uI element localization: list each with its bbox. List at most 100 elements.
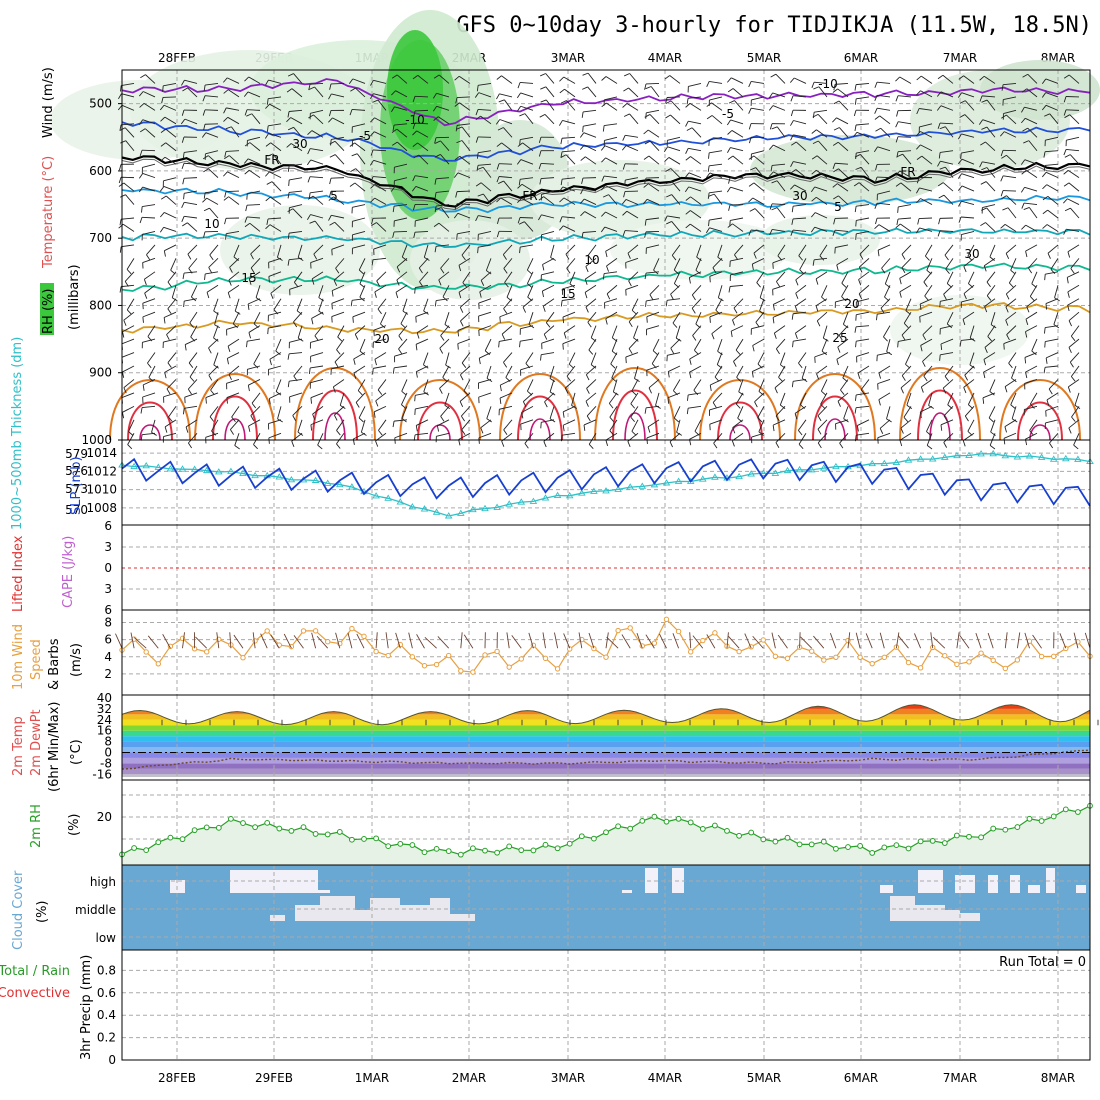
wind-barb (234, 433, 240, 446)
rh2m-marker (1062, 806, 1069, 813)
wind-barb-flag (143, 279, 147, 286)
wind-barb-flag (685, 120, 689, 127)
wind-barb-flag (1021, 202, 1025, 209)
wind-barb-flag (161, 97, 164, 104)
wind-barb (312, 406, 324, 415)
wind-barb (459, 392, 471, 402)
wind-barb-flag (644, 114, 651, 118)
wind-barb (673, 258, 681, 271)
wind-barb (1006, 284, 1017, 295)
wind-barb (671, 244, 681, 256)
wind-barb (184, 190, 198, 194)
wind-barb (271, 181, 282, 192)
wind-barb (227, 77, 240, 84)
wind-barb-flag (832, 183, 838, 188)
wind-barb-flag (181, 202, 185, 208)
wind-barb (184, 392, 198, 398)
wind-barb (289, 352, 303, 355)
wind-barb (568, 352, 576, 365)
wind10m-barb (879, 632, 885, 649)
wind-barb (923, 271, 933, 283)
wind-barb (394, 432, 408, 439)
rh-shading (760, 215, 880, 265)
wind-barb (374, 352, 387, 360)
wind-barb-flag (601, 211, 606, 217)
wind-barb (772, 284, 786, 290)
wind-barb-flag (1046, 399, 1050, 406)
wind-barb-flag (460, 415, 466, 422)
wind-barb-flag (780, 404, 786, 409)
wind-barb (940, 352, 954, 356)
wind-barb-flag (496, 176, 500, 183)
wind-barb (631, 298, 639, 311)
wind-barb-flag (164, 372, 167, 379)
wind-barb-flag (957, 173, 962, 179)
wind-barb (649, 284, 660, 295)
wind-barb (860, 167, 870, 178)
slp-line (121, 457, 1091, 507)
wind-barb (352, 123, 366, 128)
wind-barb-flag (967, 256, 973, 261)
wind-barb-flag (926, 445, 933, 450)
wind-barb-flag (832, 117, 837, 123)
wind-barb (461, 244, 471, 256)
wind-barb-flag (202, 95, 206, 102)
wind-barb-flag (645, 300, 647, 307)
wind-barb-flag (297, 431, 304, 436)
wind-barb-flag (253, 363, 259, 369)
rh2m-marker (373, 835, 380, 842)
wind-barb (793, 161, 807, 165)
wind-barb-flag (188, 362, 194, 368)
wind-barb-flag (250, 415, 255, 422)
wind-barb (163, 177, 177, 182)
wind-barb (289, 190, 303, 193)
cloud-high-block (988, 875, 998, 893)
wind-barb-flag (376, 280, 380, 287)
wind-barb-flag (923, 375, 928, 382)
wind-barb (565, 244, 576, 255)
thickness-tick: 573 (65, 482, 88, 496)
wind-barb-flag (1021, 224, 1026, 230)
wind-barb (843, 406, 849, 419)
wind-barb (339, 392, 345, 406)
wind-barb-flag (496, 75, 502, 80)
wind-barb-flag (979, 75, 985, 81)
wind-barb-flag (880, 307, 885, 314)
rh2m-panel: 20 (97, 779, 1093, 866)
temp-band (122, 719, 1090, 726)
rh2m-marker (530, 847, 537, 854)
wind-barb (986, 285, 996, 296)
wind10m-barb (316, 635, 329, 649)
wind-barb-flag (213, 337, 219, 342)
wind-barb (457, 123, 471, 126)
wind-barb (920, 90, 933, 98)
thickness-marker (989, 449, 997, 457)
wind-barb (734, 100, 744, 111)
wind-barb-flag (1008, 282, 1014, 288)
wind-barb (289, 231, 303, 234)
wind-barb (877, 107, 891, 111)
wind-barb-flag (895, 170, 901, 176)
wind-barb-flag (1010, 404, 1016, 409)
wind-barb-flag (1005, 293, 1010, 300)
wind-barb (360, 419, 366, 433)
wind-barb-flag (755, 322, 760, 328)
wind-barb (587, 72, 597, 84)
wind-barb (121, 93, 135, 98)
wind-barb-flag (686, 127, 693, 131)
wind-barb (583, 419, 597, 426)
wind-barb (269, 392, 282, 399)
wind-barb-flag (728, 177, 731, 184)
wind-barb-flag (630, 403, 636, 409)
wind-barb (478, 108, 492, 111)
wind-barb (735, 392, 744, 405)
wind-barb (268, 325, 282, 329)
cloud-labels: Cloud Cover (%) (11, 870, 50, 950)
wind-barb (458, 284, 471, 293)
wind-barb-flag (897, 206, 899, 213)
wind-barb-flag (117, 104, 123, 111)
wind-barb-flag (644, 407, 647, 414)
wind-barb (213, 298, 219, 312)
date-label-top: 3MAR (551, 51, 586, 65)
hot-contour (812, 395, 858, 441)
